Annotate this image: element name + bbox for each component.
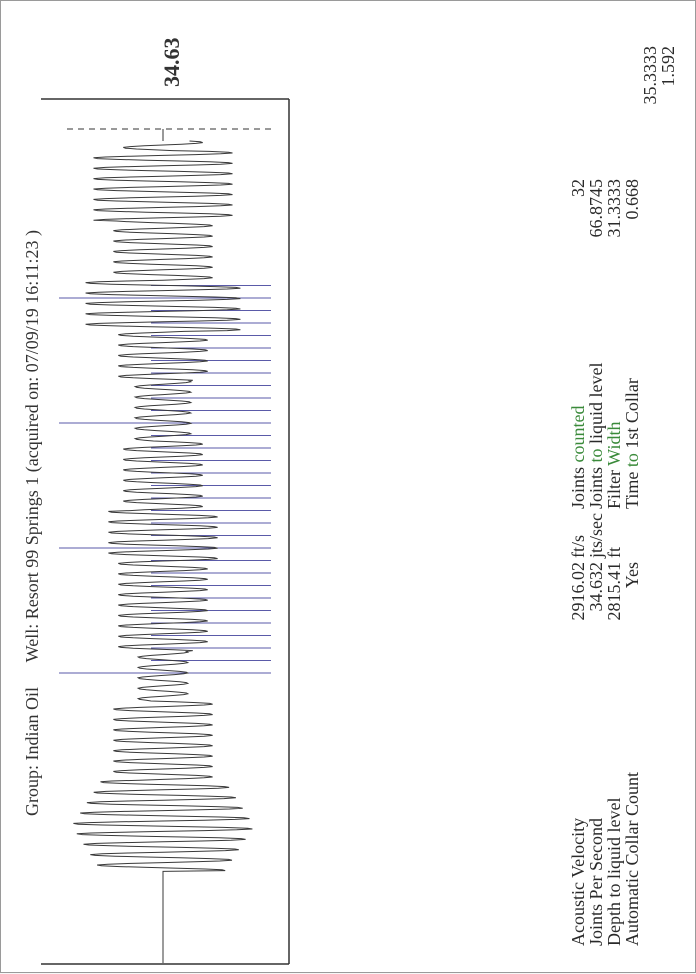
stat-label: Depth to liquid level bbox=[604, 797, 624, 946]
stat-label: Automatic Collar Count bbox=[622, 772, 642, 946]
liquid-level-marker bbox=[67, 128, 273, 141]
stat-value: 31.3333 bbox=[604, 179, 624, 238]
stat-label: Filter Width bbox=[604, 421, 624, 509]
stat-value: 2916.02 bbox=[568, 562, 588, 621]
acoustic-trace bbox=[73, 140, 253, 963]
stat-value: 1.592 bbox=[658, 46, 678, 87]
collar-markers bbox=[59, 285, 271, 674]
stat-value: 66.8745 bbox=[586, 179, 606, 238]
stats-right-labels: Joints counted Joints to liquid level Fi… bbox=[568, 362, 642, 510]
stats-right-values-secondary: 35.3333 1.592 bbox=[640, 46, 678, 136]
stats-left-labels: Acoustic Velocity Joints Per Second Dept… bbox=[568, 772, 642, 946]
plot-frame bbox=[41, 98, 290, 965]
stat-value: 35.3333 bbox=[640, 46, 660, 105]
stats-right-values: 32 66.8745 31.3333 0.668 bbox=[568, 179, 642, 269]
stats-left-units: ft/s jts/sec ft bbox=[568, 513, 624, 558]
stat-unit: ft bbox=[604, 547, 624, 558]
stat-value: 0.668 bbox=[622, 179, 642, 220]
stat-value: 2815.41 bbox=[604, 562, 624, 621]
stat-label: Acoustic Velocity bbox=[568, 817, 588, 946]
stat-value: 32 bbox=[568, 179, 588, 197]
stat-value: 34.632 bbox=[586, 562, 606, 612]
stats-left-values: 2916.02 34.632 2815.41 Yes bbox=[568, 562, 642, 654]
stat-label: Joints to liquid level bbox=[586, 362, 606, 509]
stat-value: Yes bbox=[622, 562, 642, 589]
stat-unit: jts/sec bbox=[586, 513, 606, 558]
stat-unit: ft/s bbox=[568, 534, 588, 558]
stat-label: Joints Per Second bbox=[586, 818, 606, 946]
stat-label: Time to 1st Collar bbox=[622, 378, 642, 509]
stat-label: Joints counted bbox=[568, 405, 588, 510]
